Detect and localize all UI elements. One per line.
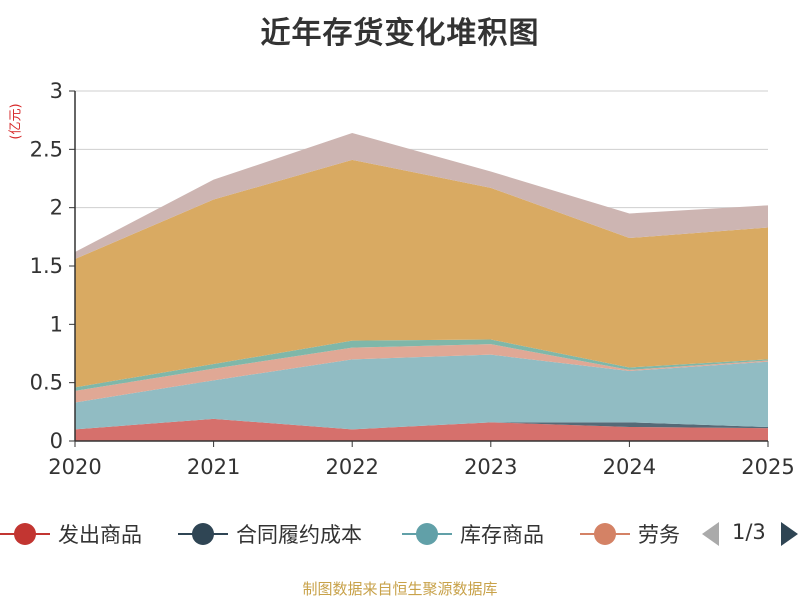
- next-page-arrow-icon[interactable]: [781, 522, 798, 546]
- legend: 发出商品 合同履约成本 库存商品 劳务: [0, 514, 700, 554]
- y-tick-label: 2.5: [30, 137, 63, 161]
- area-series-6: [75, 159, 768, 388]
- y-tick-label: 3: [50, 79, 63, 103]
- x-tick-label: 2021: [187, 455, 240, 479]
- area-series-7: [75, 133, 768, 259]
- y-tick-label: 2: [50, 196, 63, 220]
- legend-label: 库存商品: [460, 523, 544, 547]
- legend-pager: 1/3: [700, 514, 800, 554]
- y-tick-label: 0.5: [30, 371, 63, 395]
- area-series-layer: [75, 133, 768, 441]
- y-tick-label: 1: [50, 312, 63, 336]
- x-tick-label: 2020: [48, 455, 101, 479]
- area-series-库存商品: [75, 354, 768, 430]
- previous-page-arrow-icon[interactable]: [702, 522, 719, 546]
- x-tick-label: 2022: [325, 455, 378, 479]
- x-tick-label: 2024: [603, 455, 656, 479]
- legend-label: 劳务: [638, 523, 680, 547]
- chart-title: 近年存货变化堆积图: [260, 16, 540, 51]
- area-series-劳务: [75, 344, 768, 403]
- legend-label: 发出商品: [58, 523, 142, 547]
- axes: [69, 90, 769, 447]
- legend-item[interactable]: 发出商品: [0, 514, 142, 554]
- legend-item[interactable]: 库存商品: [402, 514, 544, 554]
- legend-page-indicator: 1/3: [732, 520, 766, 544]
- y-tick-label: 0: [50, 429, 63, 453]
- legend-label: 合同履约成本: [236, 523, 362, 547]
- tick-labels: 0 0.5 1 1.5 2 2.5 3 2020 2021 2022 2023 2024 2025: [30, 79, 795, 479]
- data-source-note: 制图数据来自恒生聚源数据库: [302, 580, 498, 598]
- legend-marker-icon: [402, 514, 452, 554]
- area-series-发出商品: [75, 418, 768, 441]
- x-tick-label: 2025: [741, 455, 794, 479]
- legend-marker-icon: [0, 514, 50, 554]
- legend-item[interactable]: 劳务: [580, 514, 680, 554]
- legend-marker-icon: [580, 514, 630, 554]
- legend-item[interactable]: 合同履约成本: [178, 514, 362, 554]
- area-series-5: [75, 339, 768, 391]
- x-tick-label: 2023: [464, 455, 517, 479]
- y-tick-label: 1.5: [30, 254, 63, 278]
- legend-marker-icon: [178, 514, 228, 554]
